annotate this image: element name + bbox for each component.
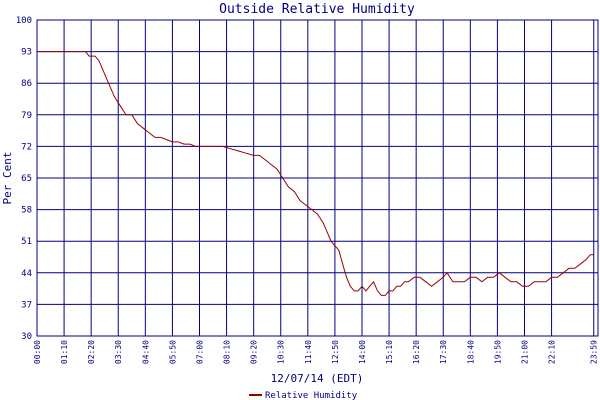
- y-tick-label: 86: [21, 79, 32, 89]
- y-tick-label: 65: [21, 174, 32, 184]
- series-line-relative-humidity: [37, 51, 594, 296]
- y-axis-label: Per Cent: [1, 152, 14, 205]
- x-tick-label: 05:50: [168, 340, 177, 364]
- x-tick-label: 19:50: [493, 340, 502, 364]
- x-tick-label: 04:40: [141, 340, 150, 364]
- y-tick-label: 58: [21, 206, 32, 216]
- x-tick-label: 08:10: [223, 340, 232, 364]
- x-tick-label: 03:30: [114, 340, 123, 364]
- x-tick-label: 15:10: [385, 340, 394, 364]
- x-tick-label: 09:20: [250, 340, 259, 364]
- x-tick-label: 17:30: [439, 340, 448, 364]
- chart-title: Outside Relative Humidity: [219, 2, 415, 17]
- x-axis-label: 12/07/14 (EDT): [271, 372, 364, 385]
- x-tick-label: 07:00: [195, 340, 204, 364]
- grid-lines: [36, 19, 599, 337]
- legend-label: Relative Humidity: [265, 391, 358, 400]
- y-tick-label: 79: [21, 111, 32, 121]
- x-tick-label: 23:59: [590, 340, 599, 364]
- y-tick-labels: 30 37 44 51 58 65 72 79 86 93 100: [16, 16, 32, 342]
- x-tick-label: 21:00: [520, 340, 529, 364]
- legend: Relative Humidity: [249, 391, 358, 400]
- y-tick-label: 93: [21, 48, 32, 58]
- y-tick-label: 44: [21, 269, 32, 279]
- x-tick-label: 16:20: [412, 340, 421, 364]
- series-layer: [37, 51, 594, 296]
- y-tick-label: 51: [21, 237, 32, 247]
- x-tick-label: 22:10: [548, 340, 557, 364]
- x-tick-label: 18:40: [466, 340, 475, 364]
- x-tick-label: 14:00: [358, 340, 367, 364]
- x-tick-label: 02:20: [87, 340, 96, 364]
- x-tick-label: 01:10: [60, 340, 69, 364]
- x-tick-label: 10:30: [277, 340, 286, 364]
- x-tick-label: 12:50: [331, 340, 340, 364]
- x-tick-label: 11:40: [304, 340, 313, 364]
- y-tick-label: 30: [21, 332, 32, 342]
- x-tick-labels: 00:00 01:10 02:20 03:30 04:40 05:50 07:00 08:10…: [33, 340, 599, 364]
- x-tick-label: 00:00: [33, 340, 42, 364]
- y-tick-label: 72: [21, 142, 32, 152]
- y-tick-label: 37: [21, 300, 32, 310]
- y-tick-label: 100: [16, 16, 32, 26]
